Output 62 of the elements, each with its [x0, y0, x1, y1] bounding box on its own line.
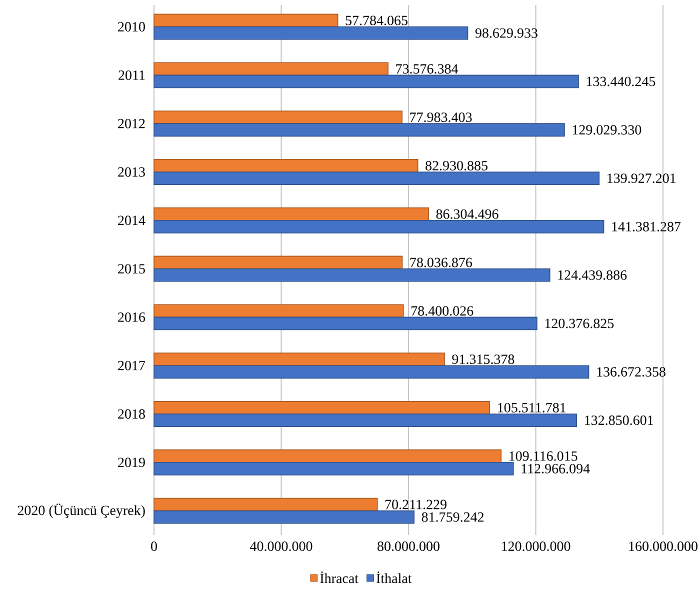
y-tick-label: 2018 [118, 409, 145, 419]
bar [154, 352, 445, 366]
y-tick-label: 2020 (Üçüncü Çeyrek) [18, 504, 145, 518]
x-tick-label: 120.000.000 [502, 542, 570, 552]
legend-label: İthalat [376, 571, 412, 584]
data-label: 136.672.358 [597, 367, 666, 377]
bar [154, 207, 429, 221]
bar [154, 498, 378, 512]
data-label: 81.759.242 [422, 512, 484, 522]
data-label: 109.116.015 [510, 451, 578, 461]
bar [154, 304, 404, 318]
bar [154, 220, 604, 234]
y-tick-label: 2015 [118, 264, 145, 274]
bar [154, 26, 468, 40]
bar [154, 172, 600, 185]
y-tick-label: 2014 [118, 216, 146, 226]
data-label: 57.784.065 [346, 16, 408, 26]
data-label: 124.439.886 [558, 270, 627, 280]
data-label: 70.211.229 [385, 500, 446, 510]
data-label: 91.315.378 [452, 354, 514, 364]
y-tick-label: 2010 [118, 22, 145, 32]
y-tick-label: 2013 [118, 167, 145, 177]
bar [154, 123, 565, 137]
data-label: 98.629.933 [475, 28, 538, 38]
y-tick-label: 2011 [118, 70, 145, 80]
bar [154, 14, 338, 28]
bar [154, 401, 490, 414]
bar [154, 110, 402, 124]
bar [154, 510, 414, 524]
data-label: 86.304.496 [436, 209, 498, 219]
bar [154, 268, 550, 282]
x-tick-label: 160.000.000 [629, 542, 698, 552]
data-label: 120.376.825 [545, 318, 614, 328]
y-tick-label: 2012 [118, 118, 145, 128]
data-label: 78.400.026 [412, 306, 474, 316]
data-label: 132.850.601 [585, 416, 653, 426]
data-label: 77.983.403 [410, 112, 472, 122]
y-tick-label: 2016 [118, 312, 146, 322]
bar [154, 159, 418, 172]
data-label: 129.029.330 [572, 125, 642, 135]
y-tick-label: 2017 [118, 360, 146, 370]
data-label: 78.036.876 [410, 258, 472, 268]
data-label: 139.927.201 [608, 174, 676, 184]
data-label: 112.966.094 [522, 464, 590, 474]
x-tick-label: 80.000.000 [378, 542, 440, 552]
data-label: 73.576.384 [396, 64, 458, 74]
bar [154, 316, 538, 330]
bar [154, 256, 403, 270]
bar [154, 462, 514, 476]
data-label: 82.930.885 [426, 160, 488, 170]
bar [154, 74, 579, 88]
data-label: 105.511.781 [498, 402, 566, 412]
bar [154, 365, 590, 379]
legend-label: İhracat [320, 571, 358, 584]
bar [154, 62, 388, 76]
data-label: 133.440.245 [586, 76, 656, 86]
bar [154, 449, 502, 463]
x-tick-label: 40.000.000 [250, 542, 312, 552]
bar [154, 414, 578, 427]
y-tick-label: 2019 [118, 458, 145, 468]
x-tick-label: 0 [151, 542, 157, 551]
data-label: 141.381.287 [612, 222, 681, 232]
